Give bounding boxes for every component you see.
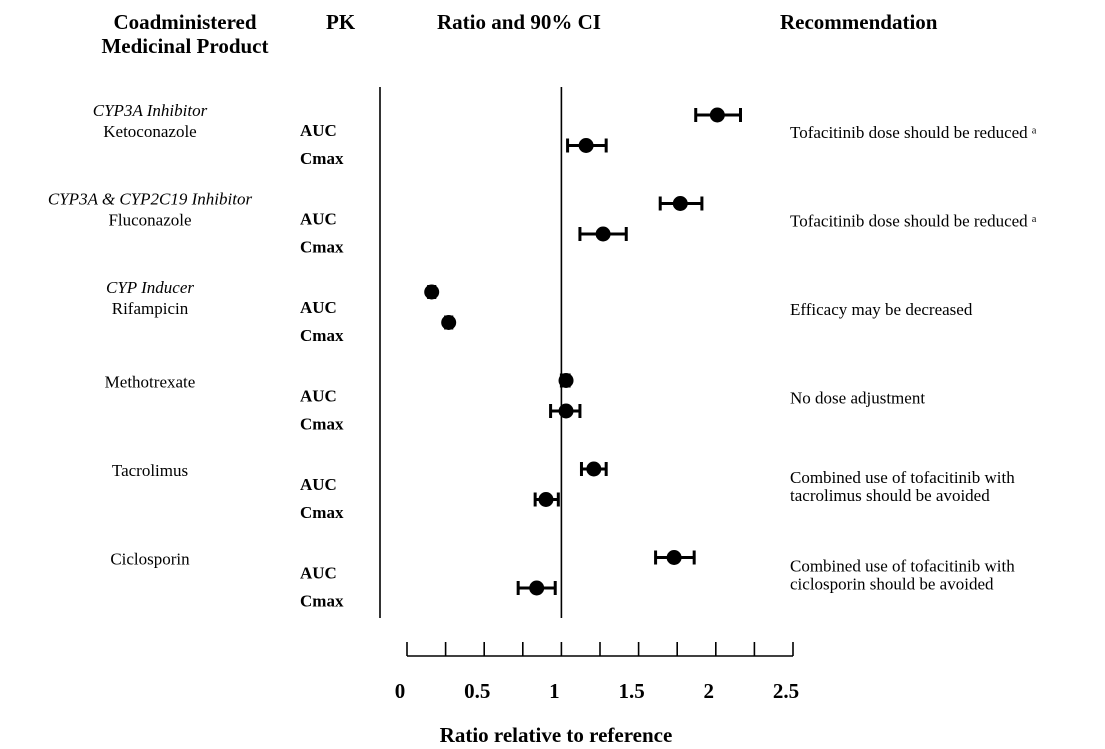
pk-label-auc: AUC	[300, 387, 337, 406]
x-tick-label: 0.5	[464, 679, 490, 703]
point-estimate	[672, 196, 688, 211]
header-product: Coadministered Medicinal Product	[85, 10, 285, 58]
recommendation-text: No dose adjustment	[790, 389, 925, 408]
header-product-line-2: Medicinal Product	[101, 34, 269, 58]
point-estimate	[595, 226, 611, 242]
point-estimate	[709, 107, 725, 123]
pk-label-cmax: Cmax	[300, 149, 344, 168]
point-estimate	[558, 373, 574, 388]
group-product-label: Rifampicin	[112, 299, 189, 318]
x-tick-label: 2	[704, 679, 715, 703]
group-product-label: Ciclosporin	[110, 550, 190, 569]
group-class-label: CYP3A & CYP2C19 Inhibitor	[48, 190, 253, 209]
pk-label-auc: AUC	[300, 210, 337, 229]
point-estimate	[538, 492, 554, 507]
header-pk: PK	[326, 10, 356, 34]
point-estimate	[578, 138, 594, 153]
pk-label-cmax: Cmax	[300, 238, 344, 257]
recommendation-text: ciclosporin should be avoided	[790, 575, 994, 594]
recommendation-text: Combined use of tofacitinib with	[790, 557, 1015, 576]
header-recommendation: Recommendation	[780, 10, 938, 34]
pk-label-auc: AUC	[300, 121, 337, 140]
point-estimate	[586, 461, 602, 477]
group-product-label: Ketoconazole	[103, 122, 196, 141]
point-estimate	[558, 403, 574, 419]
x-tick-label: 1	[549, 679, 560, 703]
pk-label-auc: AUC	[300, 475, 337, 494]
pk-label-cmax: Cmax	[300, 592, 344, 611]
pk-label-cmax: Cmax	[300, 503, 344, 522]
x-axis-title: Ratio relative to reference	[440, 723, 673, 747]
recommendation-text: Combined use of tofacitinib with	[790, 468, 1015, 487]
group-product-label: Fluconazole	[108, 211, 191, 230]
recommendation-text: Efficacy may be decreased	[790, 300, 973, 319]
recommendation-text: Tofacitinib dose should be reduced ᵃ	[790, 212, 1037, 231]
group-product-label: Methotrexate	[105, 373, 196, 392]
pk-label-auc: AUC	[300, 564, 337, 583]
x-tick-label: 1.5	[618, 679, 644, 703]
header-product-line-1: Coadministered	[113, 10, 257, 34]
pk-label-cmax: Cmax	[300, 415, 344, 434]
group-class-label: CYP Inducer	[106, 278, 194, 297]
recommendation-text: tacrolimus should be avoided	[790, 486, 990, 505]
recommendation-text: Tofacitinib dose should be reduced ᵃ	[790, 123, 1037, 142]
header-ratio: Ratio and 90% CI	[437, 10, 601, 34]
point-estimate	[424, 284, 440, 300]
x-tick-label: 2.5	[773, 679, 799, 703]
group-class-label: CYP3A Inhibitor	[93, 101, 208, 120]
point-estimate	[441, 315, 457, 330]
point-estimate	[529, 580, 545, 596]
point-estimate	[666, 550, 682, 565]
pk-label-auc: AUC	[300, 298, 337, 317]
x-tick-label: 0	[395, 679, 406, 703]
group-product-label: Tacrolimus	[112, 461, 188, 480]
pk-label-cmax: Cmax	[300, 326, 344, 345]
